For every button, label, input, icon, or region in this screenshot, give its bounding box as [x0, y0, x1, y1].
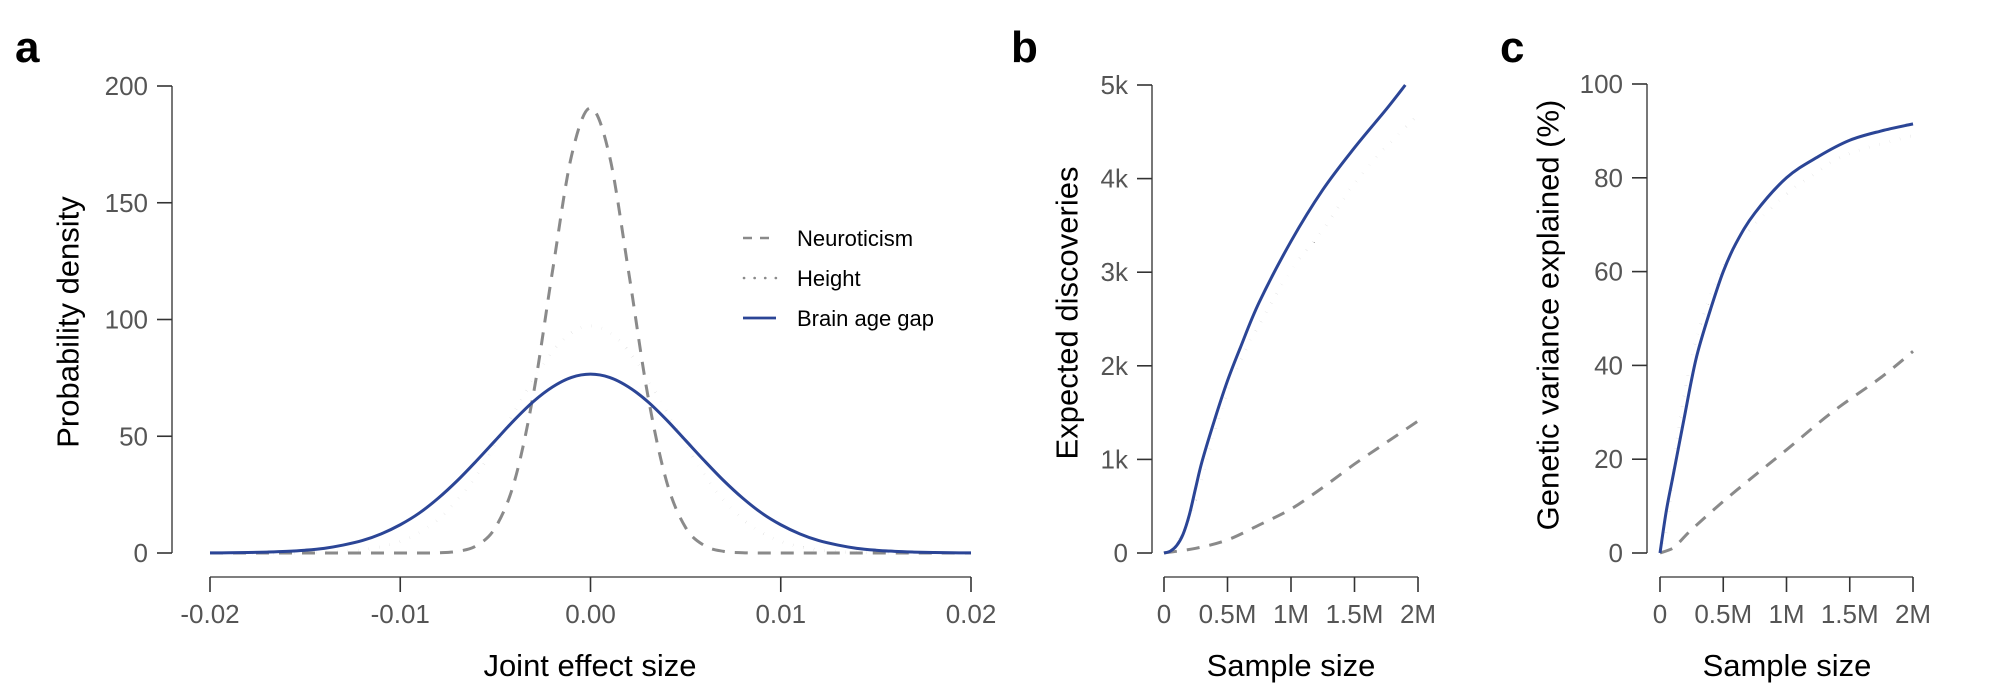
- panel-c-y-axis-title: Genetic variance explained (%): [1531, 100, 1566, 531]
- panel-a-y-tick-label: 50: [119, 421, 148, 451]
- panel-a-series-neuroticism: [210, 106, 971, 555]
- panel-b-x-tick-label: 1.5M: [1326, 599, 1384, 629]
- panel-b-y-tick-label: 2k: [1101, 351, 1129, 381]
- legend-label-neuroticism: Neuroticism: [797, 226, 913, 251]
- panel-b-x-axis-title: Sample size: [1207, 648, 1376, 683]
- panel-c-x-axis-title: Sample size: [1703, 648, 1872, 683]
- panel-a-x-tick-label: 0.02: [946, 599, 997, 629]
- panel-a-x-axis-title: Joint effect size: [483, 648, 696, 683]
- panel-a-x-tick-label: 0.00: [565, 599, 616, 629]
- panel-b-discoveries-plot: 0 1k 2k 3k 4k 5k 0 0.5M 1M 1.5M 2M Expected disco…: [1050, 70, 1437, 683]
- legend-item-neuroticism: Neuroticism: [743, 226, 913, 251]
- panel-b-y-axis-title: Expected discoveries: [1050, 167, 1085, 460]
- panel-letter-b: b: [1011, 23, 1038, 72]
- panel-c-variance-plot: 0 20 40 60 80 100 0 0.5M 1M 1.5M 2M Genetic varia…: [1531, 69, 1932, 683]
- panel-a-y-axis-title: Probability density: [51, 196, 86, 448]
- panel-b-x-tick-label: 1M: [1273, 599, 1309, 629]
- panel-a-y-tick-label: 150: [105, 188, 148, 218]
- panel-a-y-tick-label: 100: [105, 305, 148, 335]
- panel-b-y-tick-label: 5k: [1101, 70, 1129, 100]
- panel-a-x-axis: -0.02 -0.01 0.00 0.01 0.02: [180, 576, 997, 629]
- legend-label-brain-age-gap: Brain age gap: [797, 306, 934, 331]
- panel-c-x-tick-label: 1M: [1768, 599, 1804, 629]
- panel-a-series-height: [210, 324, 971, 555]
- panel-b-series-neuroticism: [1163, 419, 1419, 555]
- legend-label-height: Height: [797, 266, 861, 291]
- panel-b-y-tick-label: 3k: [1101, 257, 1129, 287]
- panel-a-density-plot: 0 50 100 150 200 -0.02 -0.01 0.00 0.01 0.02 Prob…: [51, 71, 997, 683]
- panel-c-y-tick-label: 0: [1609, 538, 1623, 568]
- panel-b-y-tick-label: 4k: [1101, 164, 1129, 194]
- panel-a-y-axis: 0 50 100 150 200: [105, 71, 173, 568]
- legend-item-brain-age-gap: Brain age gap: [743, 306, 934, 331]
- panel-b-y-tick-label: 0: [1114, 538, 1128, 568]
- panel-b-x-tick-label: 0: [1157, 599, 1171, 629]
- panel-c-series: [1658, 122, 1914, 555]
- panel-c-y-tick-label: 20: [1594, 444, 1623, 474]
- panel-b-x-tick-label: 2M: [1400, 599, 1436, 629]
- panel-c-x-axis: 0 0.5M 1M 1.5M 2M: [1653, 576, 1931, 629]
- panel-c-y-axis: 0 20 40 60 80 100: [1580, 69, 1648, 568]
- panel-b-y-tick-label: 1k: [1101, 444, 1129, 474]
- panel-a-x-tick-label: -0.01: [371, 599, 430, 629]
- panel-c-x-tick-label: 0.5M: [1694, 599, 1752, 629]
- panel-b-series: [1163, 84, 1420, 555]
- panel-a-x-tick-label: -0.02: [180, 599, 239, 629]
- panel-c-x-tick-label: 0: [1653, 599, 1667, 629]
- panel-b-x-tick-label: 0.5M: [1199, 599, 1257, 629]
- panel-a-y-tick-label: 0: [134, 538, 148, 568]
- panel-b-series-height: [1163, 113, 1420, 555]
- panel-a-x-tick-label: 0.01: [755, 599, 806, 629]
- panel-c-y-tick-label: 80: [1594, 163, 1623, 193]
- legend-item-height: Height: [742, 266, 861, 291]
- panel-c-series-height: [1658, 134, 1914, 554]
- panel-a-series: [209, 106, 972, 555]
- panel-a-y-tick-label: 200: [105, 71, 148, 101]
- panel-c-y-tick-label: 60: [1594, 257, 1623, 287]
- panel-b-y-axis: 0 1k 2k 3k 4k 5k: [1101, 70, 1153, 568]
- panel-c-series-brain-age-gap: [1658, 122, 1914, 554]
- panel-c-x-tick-label: 2M: [1895, 599, 1931, 629]
- panel-c-x-tick-label: 1.5M: [1821, 599, 1879, 629]
- panel-b-series-brain-age-gap: [1163, 84, 1407, 555]
- panel-a-series-brain-age-gap: [209, 372, 972, 555]
- panel-letter-a: a: [15, 23, 40, 72]
- panel-c-y-tick-label: 100: [1580, 69, 1623, 99]
- legend: Neuroticism Height Brain age gap: [742, 226, 934, 331]
- panel-c-y-tick-label: 40: [1594, 350, 1623, 380]
- panel-c-series-neuroticism: [1659, 350, 1914, 555]
- panel-b-x-axis: 0 0.5M 1M 1.5M 2M: [1157, 576, 1436, 629]
- panel-letter-c: c: [1500, 23, 1524, 72]
